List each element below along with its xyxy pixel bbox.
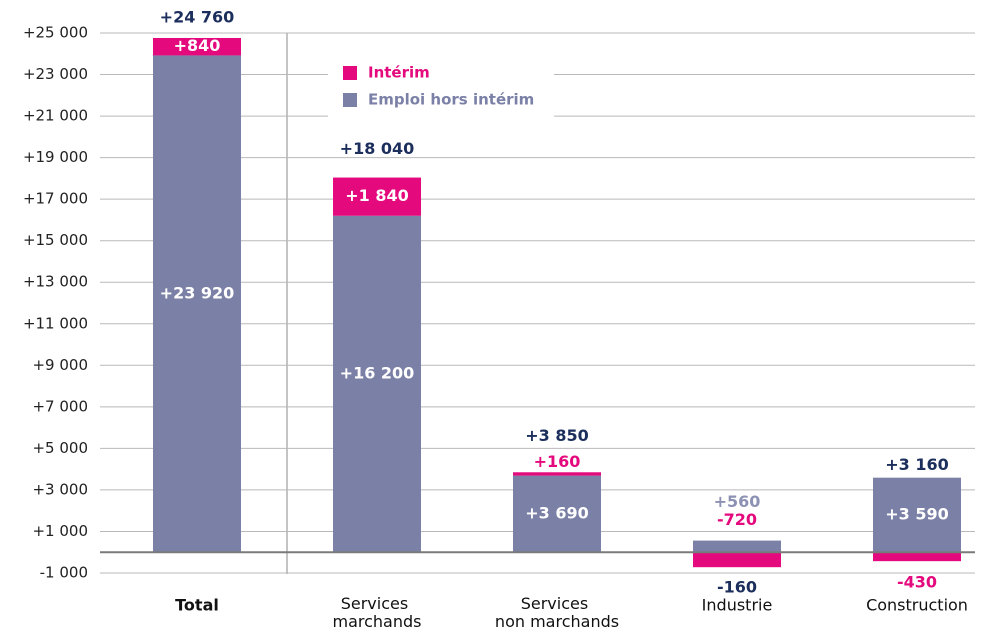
legend-swatch: [343, 66, 357, 80]
legend-swatch: [343, 93, 357, 107]
x-tick-line: marchands: [333, 612, 422, 630]
value-label: +560: [714, 492, 761, 511]
bar-segment: [333, 177, 421, 216]
total-label: +3 850: [525, 426, 589, 445]
y-tick-label: +17 000: [23, 190, 88, 208]
y-tick-label: +5 000: [32, 439, 88, 457]
value-label: +160: [534, 452, 581, 471]
bar-segment: [153, 37, 241, 56]
value-label: -720: [717, 510, 757, 529]
legend-background: [328, 55, 554, 129]
y-tick-label: +15 000: [23, 231, 88, 249]
value-label: +3 690: [525, 503, 589, 522]
y-tick-label: +1 000: [32, 522, 88, 540]
x-tick-line: Services: [521, 594, 594, 613]
x-tick-label: Services marchands: [333, 594, 422, 630]
y-tick-label: -1 000: [40, 564, 88, 582]
value-label: -430: [897, 573, 937, 592]
y-tick-label: +19 000: [23, 148, 88, 166]
bar-segment: [513, 472, 601, 476]
total-label: +24 760: [160, 7, 235, 26]
y-tick-label: +11 000: [23, 314, 88, 332]
x-tick-label: Industrie: [702, 596, 773, 615]
value-label: +16 200: [340, 364, 415, 383]
bar-segment: [153, 55, 241, 553]
total-label: +3 160: [885, 455, 949, 474]
bar-segment: [513, 475, 601, 553]
bar-segment: [693, 540, 781, 553]
bar-segment: [873, 552, 961, 562]
x-tick-label: Services non marchands: [495, 594, 619, 630]
bar-segment: [333, 215, 421, 553]
legend-label: Intérim: [368, 64, 430, 82]
value-label: +23 920: [160, 283, 235, 302]
bar-segment: [873, 477, 961, 553]
y-tick-label: +9 000: [32, 356, 88, 374]
total-label: +18 040: [340, 139, 415, 158]
value-label: +840: [174, 36, 221, 55]
value-label: +3 590: [885, 504, 949, 523]
legend-label: Emploi hors intérim: [368, 91, 534, 109]
x-tick-label: Construction: [866, 596, 968, 615]
x-tick-line: Services: [341, 594, 414, 613]
bar-segment: [693, 552, 781, 568]
total-label: -160: [717, 578, 757, 597]
y-tick-label: +23 000: [23, 65, 88, 83]
y-tick-label: +21 000: [23, 107, 88, 125]
x-tick-line: non marchands: [495, 612, 619, 630]
value-label: +1 840: [345, 186, 409, 205]
y-tick-label: +13 000: [23, 273, 88, 291]
y-tick-label: +25 000: [23, 24, 88, 42]
x-tick-label: Total: [175, 596, 219, 615]
y-tick-label: +7 000: [32, 397, 88, 415]
y-tick-label: +3 000: [32, 480, 88, 498]
